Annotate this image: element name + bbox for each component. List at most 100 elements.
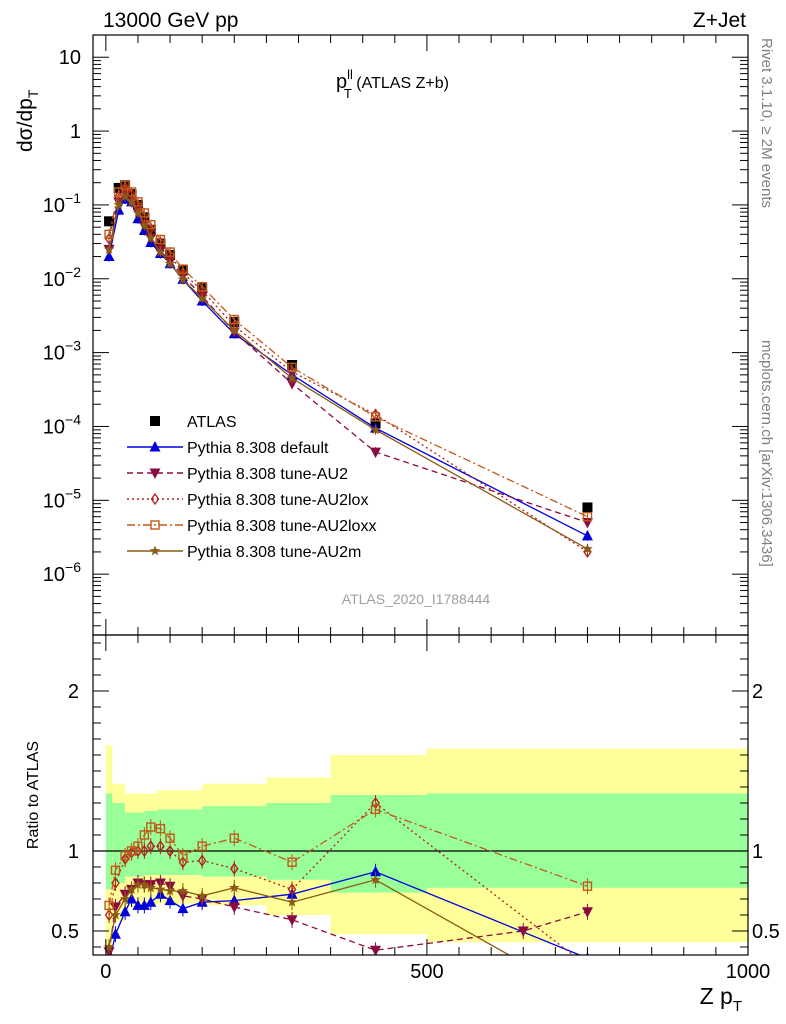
ratio-point-au2loxx	[370, 804, 381, 815]
ratio-frame	[92, 634, 749, 956]
data-point-au2m	[196, 293, 208, 303]
ratio-point-au2lox	[165, 844, 175, 858]
ratio-y-axis-label: Ratio to ATLAS	[25, 741, 42, 849]
ratio-point-au2m	[177, 885, 189, 896]
data-point-au2m	[164, 258, 176, 269]
ratio-point-default	[145, 896, 157, 907]
ratio-series-au2m	[103, 871, 529, 968]
legend-marker-au2m	[149, 545, 161, 556]
data-point-au2loxx	[126, 187, 137, 197]
title-sup: ll	[347, 67, 353, 82]
ratio-y-tick-label-right: 1	[752, 841, 763, 863]
ratio-point-au2loxx	[287, 857, 297, 867]
title-rest: (ATLAS Z+b)	[352, 75, 449, 92]
main-y-tick-label-base: 10	[43, 416, 65, 438]
series-au2	[103, 189, 593, 529]
data-point-au2loxx	[197, 282, 207, 292]
data-point-au2m	[103, 243, 115, 254]
data-point-au2m	[286, 372, 298, 383]
ratio-point-au2m	[103, 941, 115, 952]
data-point-au2m	[582, 543, 593, 554]
ratio-point-au2	[370, 945, 382, 955]
ratio-point-au2loxx	[197, 841, 207, 851]
series-line-au2loxx	[108, 184, 588, 518]
main-y-tick-label: 10−4	[43, 411, 81, 438]
main-title: pll T (ATLAS Z+b)	[336, 67, 449, 101]
data-point-au2loxx	[120, 180, 130, 190]
header-right: Z+Jet	[693, 9, 746, 32]
ratio-point-au2	[286, 915, 298, 926]
main-ticks	[93, 34, 749, 635]
main-y-tick-label: 10−1	[43, 190, 81, 217]
uncertainty-band-green	[112, 803, 126, 883]
x-tick-label: 500	[410, 961, 443, 983]
uncertainty-band-green	[125, 812, 145, 877]
main-y-tick-label: 10−2	[43, 264, 81, 291]
ratio-point-au2loxx	[139, 830, 150, 840]
main-y-axis-label: dσ/dpT	[14, 89, 41, 152]
main-y-tick-label-base: 10	[43, 195, 65, 217]
data-point-au2m	[177, 273, 189, 284]
ratio-point-au2lox	[229, 862, 239, 875]
rivet-label: Rivet 3.1.10, ≥ 2M events	[758, 38, 775, 208]
data-point-au2m	[113, 199, 124, 210]
series-atlas	[104, 180, 593, 513]
series-au2loxx	[104, 180, 593, 522]
ratio-y-tick-label: 0.5	[51, 921, 79, 943]
ratio-y-tick-label: 1	[68, 841, 79, 863]
ratio-point-default	[138, 899, 150, 910]
ratio-point-au2loxx	[582, 881, 593, 891]
ratio-point-au2lox	[156, 840, 165, 853]
x-tick-label: 0	[100, 961, 111, 983]
x-tick-label: 1000	[726, 961, 771, 983]
legend-label-au2lox: Pythia 8.308 tune-AU2lox	[187, 492, 368, 509]
main-y-tick-label: 1	[70, 121, 81, 143]
header-left: 13000 GeV pp	[103, 9, 238, 32]
ratio-point-au2m	[518, 958, 529, 968]
ratio-point-au2lox	[197, 854, 207, 867]
ratio-point-au2m	[126, 883, 137, 894]
ratio-point-au2loxx	[229, 833, 239, 843]
watermark: ATLAS_2020_I1788444	[342, 591, 491, 607]
data-point-au2m	[229, 324, 240, 335]
main-y-tick-label-exponent: −1	[65, 190, 81, 206]
ratio-series-group	[103, 795, 593, 968]
ratio-point-au2m	[164, 885, 176, 896]
ratio-point-au2	[517, 926, 529, 937]
ratio-point-au2loxx	[155, 823, 166, 834]
main-y-tick-label-base: 10	[43, 343, 65, 365]
main-y-tick-label-exponent: −5	[65, 485, 81, 501]
data-point-atlas	[582, 502, 593, 513]
ratio-point-default	[126, 893, 138, 904]
legend-marker-au2lox	[150, 492, 160, 506]
data-point-au2loxx	[582, 511, 593, 522]
series-au2m	[103, 191, 593, 554]
data-point-au2loxx	[155, 234, 166, 245]
data-point-au2m	[139, 219, 150, 230]
ratio-point-au2m	[229, 882, 240, 893]
ratio-point-au2lox	[120, 852, 130, 866]
main-y-tick-label: 10	[59, 47, 81, 69]
ratio-y-tick-label: 2	[68, 681, 79, 703]
data-point-au2m	[126, 196, 137, 207]
data-point-au2m	[155, 246, 166, 257]
legend-label-default: Pythia 8.308 default	[187, 440, 329, 457]
ratio-point-au2loxx	[110, 865, 121, 875]
main-y-tick-label: 10−5	[43, 485, 81, 512]
x-axis-label-main: Z p	[700, 983, 733, 1009]
ratio-point-au2m	[119, 893, 131, 904]
ratio-y-tick-label-right: 2	[752, 681, 763, 703]
ratio-point-default	[177, 902, 189, 914]
legend-marker-au2	[149, 468, 161, 479]
ratio-point-au2m	[145, 882, 156, 893]
ratio-point-au2loxx	[126, 846, 137, 856]
main-y-tick-label-base: 10	[43, 490, 65, 512]
ratio-point-au2loxx	[165, 833, 175, 843]
main-y-tick-label-base: 10	[43, 564, 65, 586]
data-point-au2loxx	[165, 247, 175, 257]
main-y-tick-label-exponent: −6	[65, 559, 81, 575]
data-point-au2loxx	[287, 362, 297, 373]
ratio-point-au2loxx	[120, 851, 130, 861]
ratio-point-au2lox	[146, 840, 156, 853]
